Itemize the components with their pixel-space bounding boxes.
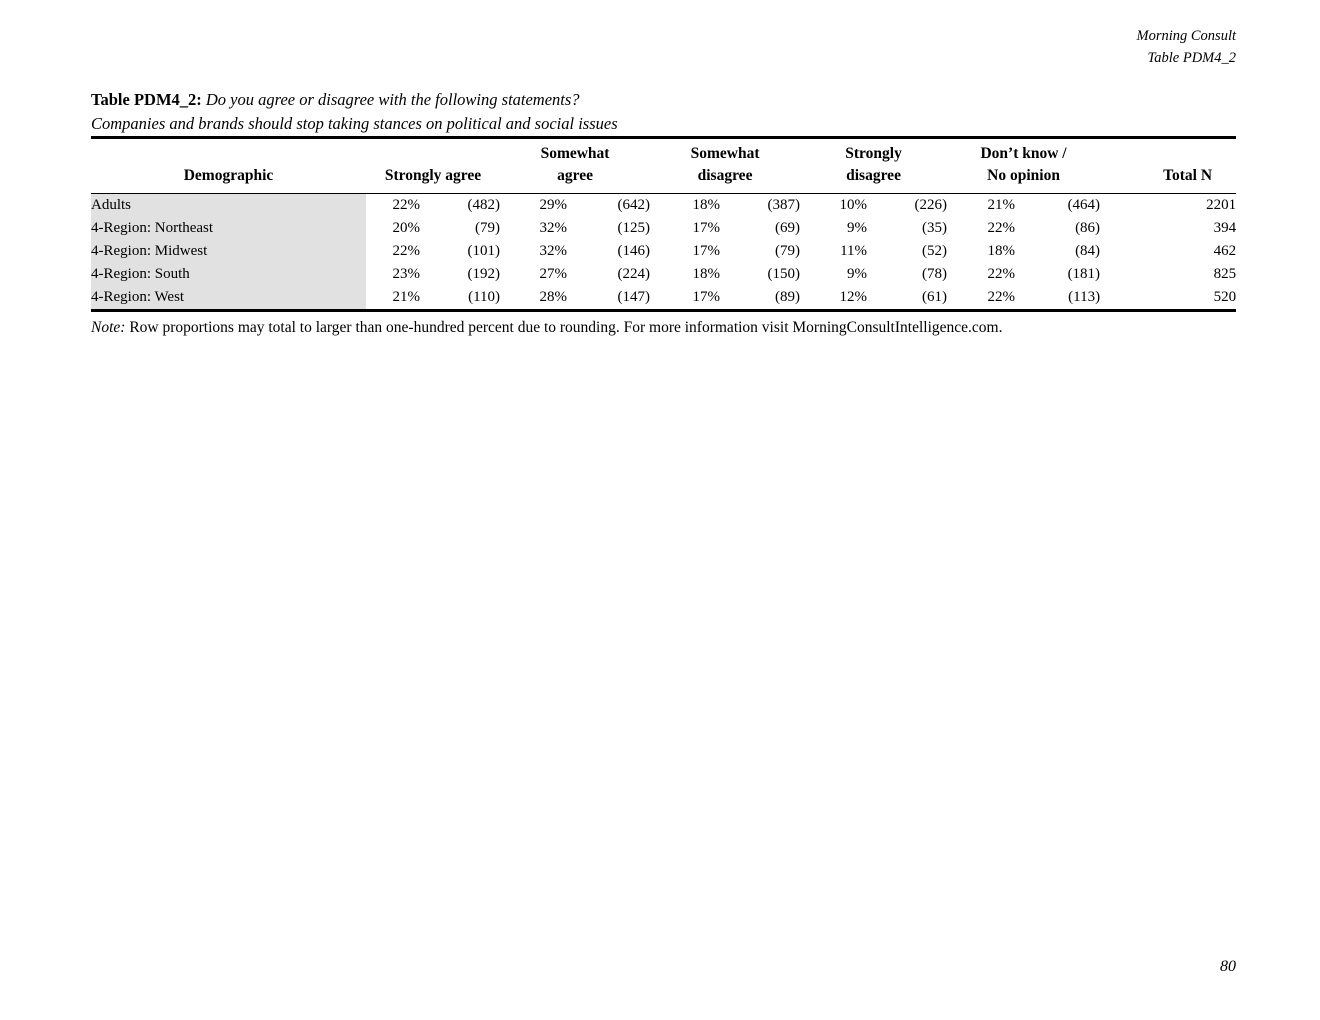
count-cell: (181) [1067, 266, 1101, 282]
count-cell: (86) [1075, 220, 1101, 236]
pct-cell: 21% [987, 197, 1016, 213]
count-cell: (150) [767, 266, 801, 282]
table-row-south: 4-Region: South 23% (192) 27% (224) 18% … [91, 263, 1236, 286]
count-cell: (79) [775, 243, 801, 259]
count-cell: (101) [467, 243, 501, 259]
count-cell: (61) [922, 289, 948, 305]
col-header-total-n: Total N [1100, 137, 1237, 194]
pct-cell: 17% [692, 243, 721, 259]
pct-cell: 21% [392, 289, 421, 305]
count-cell: (482) [467, 197, 501, 213]
count-cell: (52) [922, 243, 948, 259]
total-n-cell: 2201 [1206, 197, 1237, 213]
pct-cell: 9% [847, 220, 868, 236]
col-header-strongly-agree: Strongly agree [366, 137, 501, 194]
table-title-line1: Table PDM4_2: Do you agree or disagree w… [91, 88, 1236, 112]
table-title-question: Do you agree or disagree with the follow… [205, 90, 580, 109]
col-header-strongly-disagree: Strongly disagree [800, 137, 948, 194]
total-n-cell: 825 [1213, 266, 1237, 282]
document-header: Morning Consult Table PDM4_2 [1137, 26, 1237, 69]
table-row-adults: Adults 22% (482) 29% (642) 18% (387) 10%… [91, 193, 1237, 217]
pct-cell: 23% [392, 266, 421, 282]
pct-cell: 22% [392, 243, 421, 259]
table-title: Table PDM4_2: Do you agree or disagree w… [91, 88, 1236, 136]
pct-cell: 12% [839, 289, 868, 305]
col-header-demographic: Demographic [91, 137, 366, 194]
pct-cell: 32% [539, 220, 568, 236]
count-cell: (226) [914, 197, 948, 213]
count-cell: (113) [1068, 289, 1101, 305]
count-cell: (110) [468, 289, 501, 305]
pct-cell: 17% [692, 289, 721, 305]
demographic-cell: 4-Region: South [91, 263, 366, 286]
header-row: Demographic Strongly agree Somewhat agre… [91, 137, 1237, 194]
count-cell: (78) [922, 266, 948, 282]
pct-cell: 11% [840, 243, 868, 259]
count-cell: (125) [617, 220, 651, 236]
count-cell: (69) [775, 220, 801, 236]
crosstab-table: Demographic Strongly agree Somewhat agre… [91, 136, 1237, 312]
table-reference: Table PDM4_2 [1147, 49, 1236, 66]
total-n-cell: 520 [1213, 289, 1237, 305]
table-title-label: Table PDM4_2: [91, 90, 202, 109]
pct-cell: 32% [539, 243, 568, 259]
pct-cell: 22% [987, 266, 1016, 282]
col-header-dont-know: Don’t know / No opinion [947, 137, 1101, 194]
note-label: Note: [91, 319, 126, 336]
pct-cell: 18% [692, 266, 721, 282]
count-cell: (35) [922, 220, 948, 236]
count-cell: (146) [617, 243, 651, 259]
count-cell: (147) [617, 289, 651, 305]
table-note: Note: Row proportions may total to large… [91, 318, 1236, 338]
org-name: Morning Consult [1136, 28, 1237, 44]
table-title-statement: Companies and brands should stop taking … [91, 114, 618, 133]
pct-cell: 17% [692, 220, 721, 236]
pct-cell: 27% [539, 266, 568, 282]
note-text: Row proportions may total to larger than… [129, 319, 1003, 336]
demographic-cell: 4-Region: West [91, 286, 366, 311]
table-row-northeast: 4-Region: Northeast 20% (79) 32% (125) 1… [91, 217, 1236, 240]
col-header-somewhat-disagree: Somewhat disagree [650, 137, 801, 194]
count-cell: (192) [467, 266, 501, 282]
pct-cell: 22% [987, 289, 1016, 305]
pct-cell: 10% [839, 197, 868, 213]
table-row-west: 4-Region: West 21% (110) 28% (147) 17% (… [91, 286, 1236, 311]
pct-cell: 22% [392, 197, 421, 213]
count-cell: (642) [617, 197, 651, 213]
count-cell: (387) [767, 197, 801, 213]
demographic-cell: 4-Region: Midwest [91, 240, 366, 263]
table-row-midwest: 4-Region: Midwest 22% (101) 32% (146) 17… [91, 240, 1236, 263]
total-n-cell: 394 [1213, 220, 1237, 236]
count-cell: (224) [617, 266, 651, 282]
count-cell: (84) [1075, 243, 1101, 259]
page-number: 80 [1220, 958, 1236, 975]
total-n-cell: 462 [1213, 243, 1237, 259]
pct-cell: 18% [987, 243, 1016, 259]
pct-cell: 22% [987, 220, 1016, 236]
demographic-cell: Adults [91, 193, 366, 217]
pct-cell: 9% [847, 266, 868, 282]
pct-cell: 29% [539, 197, 568, 213]
count-cell: (79) [475, 220, 501, 236]
count-cell: (89) [775, 289, 801, 305]
pct-cell: 20% [392, 220, 421, 236]
pct-cell: 28% [539, 289, 568, 305]
pct-cell: 18% [692, 197, 721, 213]
demographic-cell: 4-Region: Northeast [91, 217, 366, 240]
count-cell: (464) [1067, 197, 1101, 213]
col-header-somewhat-agree: Somewhat agree [500, 137, 651, 194]
